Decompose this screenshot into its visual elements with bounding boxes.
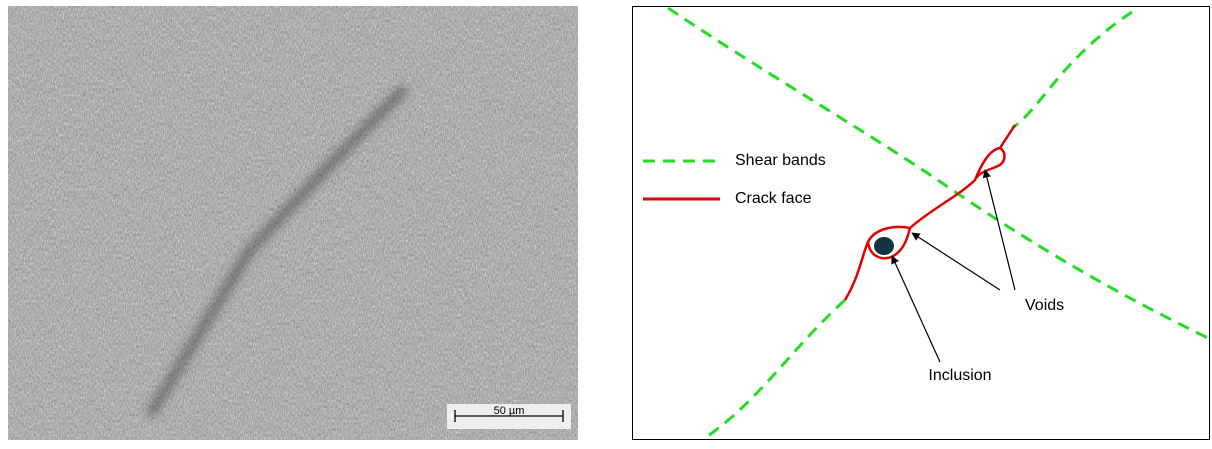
- legend-label: Crack face: [735, 190, 812, 207]
- legend-label: Shear bands: [735, 152, 826, 169]
- micrograph: 50 µm: [8, 6, 578, 440]
- scale-bar-label: 50 µm: [494, 405, 525, 417]
- schematic: Shear bands Crack face Voids Inclusion: [633, 7, 1210, 440]
- figure: 50 µm Shear bands Crack face Voids Inclu…: [0, 0, 1212, 444]
- page: {"micrograph": {"scale_bar": "50 µm"}, "…: [0, 0, 1212, 444]
- inclusion-label: Inclusion: [928, 367, 991, 384]
- micrograph-texture: [8, 6, 578, 440]
- inclusion: [874, 237, 894, 255]
- voids-label: Voids: [1025, 297, 1064, 314]
- schematic-frame: [633, 7, 1210, 440]
